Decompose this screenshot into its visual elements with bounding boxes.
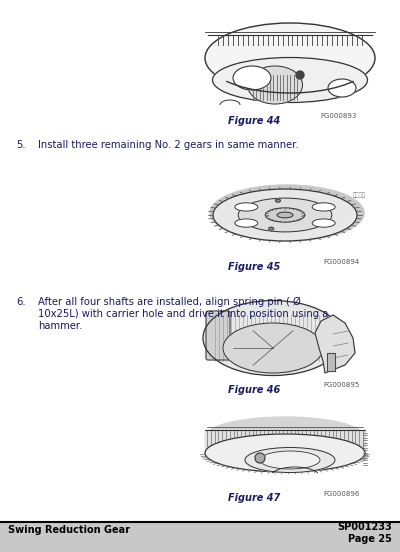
Text: Figure 44: Figure 44	[228, 116, 280, 126]
Circle shape	[255, 453, 265, 463]
Circle shape	[296, 71, 304, 79]
Ellipse shape	[312, 203, 335, 211]
Ellipse shape	[210, 185, 364, 241]
Text: 10x25L) with carrier hole and drive it into position using a: 10x25L) with carrier hole and drive it i…	[38, 309, 328, 319]
Ellipse shape	[233, 66, 271, 90]
Ellipse shape	[328, 79, 356, 97]
Ellipse shape	[277, 212, 293, 218]
Ellipse shape	[212, 57, 368, 103]
Polygon shape	[315, 315, 355, 373]
Text: After all four shafts are installed, align spring pin ( Ø: After all four shafts are installed, ali…	[38, 297, 301, 307]
Text: FG000893: FG000893	[321, 113, 357, 119]
Text: FG000896: FG000896	[324, 491, 360, 497]
Text: FG000895: FG000895	[324, 382, 360, 388]
Text: 6.: 6.	[16, 297, 26, 307]
Text: Install three remaining No. 2 gears in same manner.: Install three remaining No. 2 gears in s…	[38, 140, 299, 150]
Text: Figure 45: Figure 45	[228, 262, 280, 272]
Ellipse shape	[213, 189, 357, 241]
FancyBboxPatch shape	[206, 311, 230, 360]
Ellipse shape	[235, 219, 258, 227]
Ellipse shape	[265, 208, 305, 222]
Bar	[327, 353, 335, 371]
Text: hammer.: hammer.	[38, 321, 82, 331]
Ellipse shape	[205, 23, 375, 93]
Ellipse shape	[203, 300, 343, 375]
Bar	[327, 353, 335, 371]
Ellipse shape	[205, 434, 365, 472]
Text: Page 25: Page 25	[348, 534, 392, 544]
Ellipse shape	[269, 227, 274, 230]
Text: Figure 46: Figure 46	[228, 385, 280, 395]
Bar	[0, 522, 400, 552]
Ellipse shape	[205, 417, 365, 457]
Text: SP001233: SP001233	[337, 522, 392, 532]
Ellipse shape	[248, 66, 302, 104]
Text: FG000894: FG000894	[324, 259, 360, 265]
Ellipse shape	[260, 451, 320, 469]
Text: Figure 47: Figure 47	[228, 493, 280, 503]
Ellipse shape	[276, 199, 280, 202]
Ellipse shape	[245, 448, 335, 473]
Polygon shape	[205, 430, 365, 453]
Ellipse shape	[238, 198, 332, 232]
Text: Swing Reduction Gear: Swing Reduction Gear	[8, 525, 130, 535]
Text: ムルれれ: ムルれれ	[353, 193, 366, 198]
Text: 5.: 5.	[16, 140, 26, 150]
Ellipse shape	[223, 323, 323, 373]
Ellipse shape	[235, 203, 258, 211]
Ellipse shape	[312, 219, 335, 227]
